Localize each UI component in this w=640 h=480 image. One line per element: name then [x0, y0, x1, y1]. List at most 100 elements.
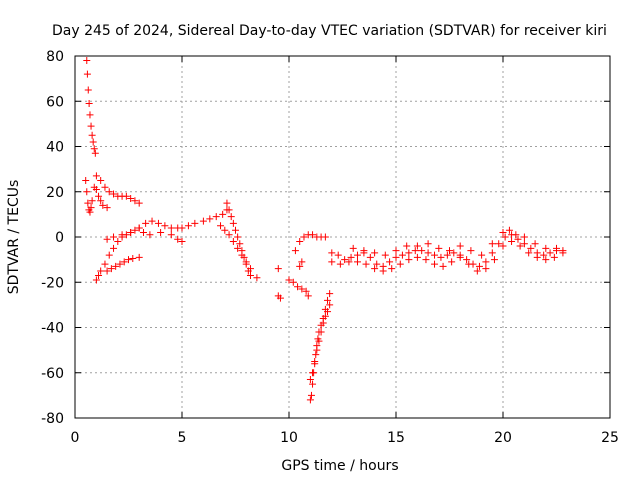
data-point-low-arc [131, 226, 139, 234]
data-point-low-arc [97, 267, 105, 275]
data-point-early-cluster [110, 190, 118, 198]
data-point-evening-band [450, 249, 458, 257]
data-point-descent-8h [242, 258, 250, 266]
data-point-descent-8h [221, 226, 229, 234]
data-point-mid-band [139, 228, 147, 236]
data-point-deep-dip-11h [313, 346, 321, 354]
data-point-early-cluster [87, 204, 95, 212]
data-point-evening-band-lower [473, 267, 481, 275]
data-point-spike-early [91, 149, 99, 157]
data-point-spike-early [83, 70, 91, 78]
data-point-evening-band-upper [520, 233, 528, 241]
data-point-descent-8h [234, 244, 242, 252]
data-point-lower-arc [112, 262, 120, 270]
data-point-lower-arc [107, 265, 115, 273]
data-point-evening-band [366, 253, 374, 261]
data-point-evening-band [437, 253, 445, 261]
data-point-evening-band-lower [396, 260, 404, 268]
data-point-evening-band [463, 256, 471, 264]
data-point-spike-early [90, 145, 98, 153]
data-point-descent-8h [238, 251, 246, 259]
data-point-evening-band-upper [512, 231, 520, 239]
data-point-lower-arc [103, 267, 111, 275]
y-tick-label: 20 [46, 185, 64, 201]
data-point-early-cluster [92, 185, 100, 193]
data-point-evening-band-upper [499, 228, 507, 236]
data-point-mid-band [178, 224, 186, 232]
data-point-evening-band-lower [448, 258, 456, 266]
data-point-mid-band [212, 213, 220, 221]
data-point-lower-arc [129, 254, 137, 262]
data-point-deep-dip-11h [326, 290, 334, 298]
data-point-evening-band [424, 249, 432, 257]
data-point-evening-band-lower [516, 242, 524, 250]
data-point-evening-band [488, 249, 496, 257]
data-point-cluster-10-11 [285, 276, 293, 284]
data-point-evening-band-upper [467, 247, 475, 255]
data-point-early-cluster [135, 199, 143, 207]
data-point-descent-8h [225, 206, 233, 214]
data-point-evening-band-upper [381, 251, 389, 259]
data-point-evening-band [334, 251, 342, 259]
data-point-mid-band [167, 224, 175, 232]
data-point-spike-early [84, 86, 92, 94]
data-point-evening-band-upper [505, 226, 513, 234]
data-point-mid-band [199, 217, 207, 225]
data-point-early-cluster [97, 197, 105, 205]
data-point-evening-band-lower [405, 256, 413, 264]
data-point-early-cluster [131, 197, 139, 205]
data-point-early-cluster [82, 176, 90, 184]
y-tick-label: -60 [41, 366, 64, 382]
data-point-short-arc-11h [296, 238, 304, 246]
data-point-cluster-10-11 [302, 287, 310, 295]
data-point-evening-band [482, 258, 490, 266]
data-point-isolated-9h [276, 294, 284, 302]
data-point-descent-8h [229, 219, 237, 227]
data-point-evening-band-lower [559, 249, 567, 257]
data-point-evening-band-upper [360, 247, 368, 255]
data-point-evening-band-lower [345, 258, 353, 266]
data-point-low-arc [92, 276, 100, 284]
data-point-deep-dip-11h [315, 337, 323, 345]
data-point-evening-band-upper [542, 244, 550, 252]
data-point-short-arc-11h [309, 231, 317, 239]
data-point-evening-band [353, 251, 361, 259]
data-point-cluster-10-11 [294, 283, 302, 291]
y-tick-label: 0 [55, 230, 64, 246]
data-point-deep-dip-11h [311, 357, 319, 365]
data-point-evening-band [405, 249, 413, 257]
data-point-early-cluster [95, 192, 103, 200]
data-point-cluster-10-11 [304, 292, 312, 300]
data-point-deep-dip-11h [317, 328, 325, 336]
data-point-low-arc [101, 260, 109, 268]
data-point-evening-band-lower [465, 260, 473, 268]
data-point-evening-band-upper [403, 242, 411, 250]
data-point-spike-early [87, 122, 95, 130]
data-point-mid-band [127, 228, 135, 236]
data-point-low-arc [110, 244, 118, 252]
data-point-evening-band-lower [508, 238, 516, 246]
data-point-short-arc-11h [321, 233, 329, 241]
data-point-early-cluster [83, 188, 91, 196]
chart-title: Day 245 of 2024, Sidereal Day-to-day VTE… [52, 23, 607, 39]
data-point-evening-band-upper [531, 240, 539, 248]
data-point-evening-band-lower [490, 256, 498, 264]
data-point-evening-band [540, 251, 548, 259]
data-point-deep-dip-11h [326, 301, 334, 309]
data-point-mid-band [161, 222, 169, 230]
data-point-evening-band-lower [353, 258, 361, 266]
data-point-evening-band [418, 247, 426, 255]
data-point-evening-band [475, 262, 483, 270]
data-point-spike-early [86, 111, 94, 119]
x-tick-label: 0 [71, 430, 80, 446]
data-point-early-cluster [92, 172, 100, 180]
data-point-evening-band [431, 251, 439, 259]
data-point-short-arc-11h [300, 233, 308, 241]
data-point-evening-band [527, 244, 535, 252]
data-point-mid-band [110, 233, 118, 241]
y-tick-label: 80 [46, 49, 64, 65]
data-point-cluster-10-11 [289, 278, 297, 286]
y-tick-label: -40 [41, 321, 64, 337]
y-axis-label: SDTVAR / TECUs [6, 180, 22, 295]
